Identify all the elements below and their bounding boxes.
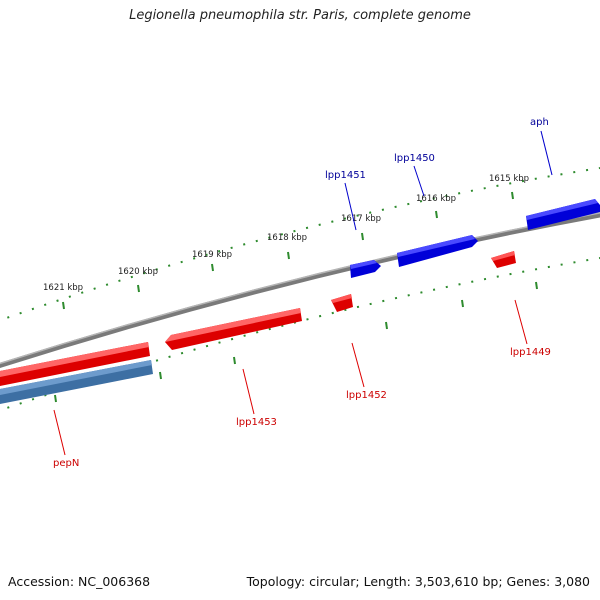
- scale-label: 1621 kbp: [43, 283, 83, 293]
- major-tick: [159, 371, 162, 380]
- major-tick: [54, 394, 57, 403]
- gene-label-lpp1452[interactable]: lpp1452: [346, 390, 387, 401]
- major-tick: [435, 210, 438, 219]
- reverse-genes: [0, 251, 516, 405]
- minor-ticks-lower: [54, 281, 538, 403]
- gene-label-lpp1449[interactable]: lpp1449: [510, 347, 551, 358]
- gene-labels: aph lpp1450 lpp1451 lpp1449 lpp1452 lpp1…: [53, 117, 551, 469]
- gene-label-lpp1453[interactable]: lpp1453: [236, 417, 277, 428]
- gene-label-lpp1451[interactable]: lpp1451: [325, 170, 366, 181]
- genome-backbone: [0, 212, 600, 369]
- forward-tick-track: [0, 167, 600, 322]
- scale-label: 1616 kbp: [416, 194, 456, 204]
- gene-lpp1452[interactable]: [331, 294, 353, 312]
- gene-lpp1450[interactable]: [397, 235, 478, 267]
- scale-label: 1620 kbp: [118, 267, 158, 277]
- major-tick: [62, 301, 65, 310]
- scale-labels: 1621 kbp 1620 kbp 1619 kbp 1618 kbp 1617…: [43, 174, 529, 293]
- gene-lpp1451[interactable]: [350, 260, 381, 278]
- major-tick: [511, 191, 514, 200]
- major-tick: [535, 281, 538, 290]
- leader-lpp1453: [242, 368, 255, 415]
- scale-label: 1615 kbp: [489, 174, 529, 184]
- scale-label: 1617 kbp: [341, 214, 381, 224]
- scale-label: 1618 kbp: [267, 233, 307, 243]
- leader-pepN: [53, 409, 66, 456]
- forward-genes: [350, 199, 600, 278]
- gene-lpp1449[interactable]: [491, 251, 516, 268]
- leader-lpp1452: [351, 342, 365, 388]
- major-tick: [287, 251, 290, 260]
- genome-summary-text: Topology: circular; Length: 3,503,610 bp…: [246, 574, 590, 589]
- label-leaders: [53, 130, 553, 456]
- major-tick: [385, 321, 388, 330]
- gene-lpp1453[interactable]: [165, 308, 302, 350]
- gene-lpp-left[interactable]: [0, 342, 150, 387]
- map-title: Legionella pneumophila str. Paris, compl…: [129, 8, 471, 23]
- scale-label: 1619 kbp: [192, 250, 232, 260]
- leader-aph: [540, 130, 553, 176]
- gene-aph[interactable]: [526, 199, 600, 230]
- gene-label-pepN[interactable]: pepN: [53, 458, 79, 469]
- accession-text: Accession: NC_006368: [8, 574, 151, 589]
- major-tick: [211, 263, 214, 272]
- gene-pepN[interactable]: [0, 360, 153, 405]
- major-tick: [461, 299, 464, 308]
- gene-label-aph[interactable]: aph: [530, 117, 549, 128]
- major-tick: [361, 232, 364, 241]
- leader-lpp1449: [514, 299, 528, 345]
- leader-lpp1450: [413, 165, 425, 197]
- major-tick: [233, 356, 236, 365]
- gene-label-lpp1450[interactable]: lpp1450: [394, 153, 435, 164]
- major-tick: [137, 284, 140, 293]
- major-ticks: [62, 191, 514, 310]
- leader-lpp1451: [344, 182, 357, 231]
